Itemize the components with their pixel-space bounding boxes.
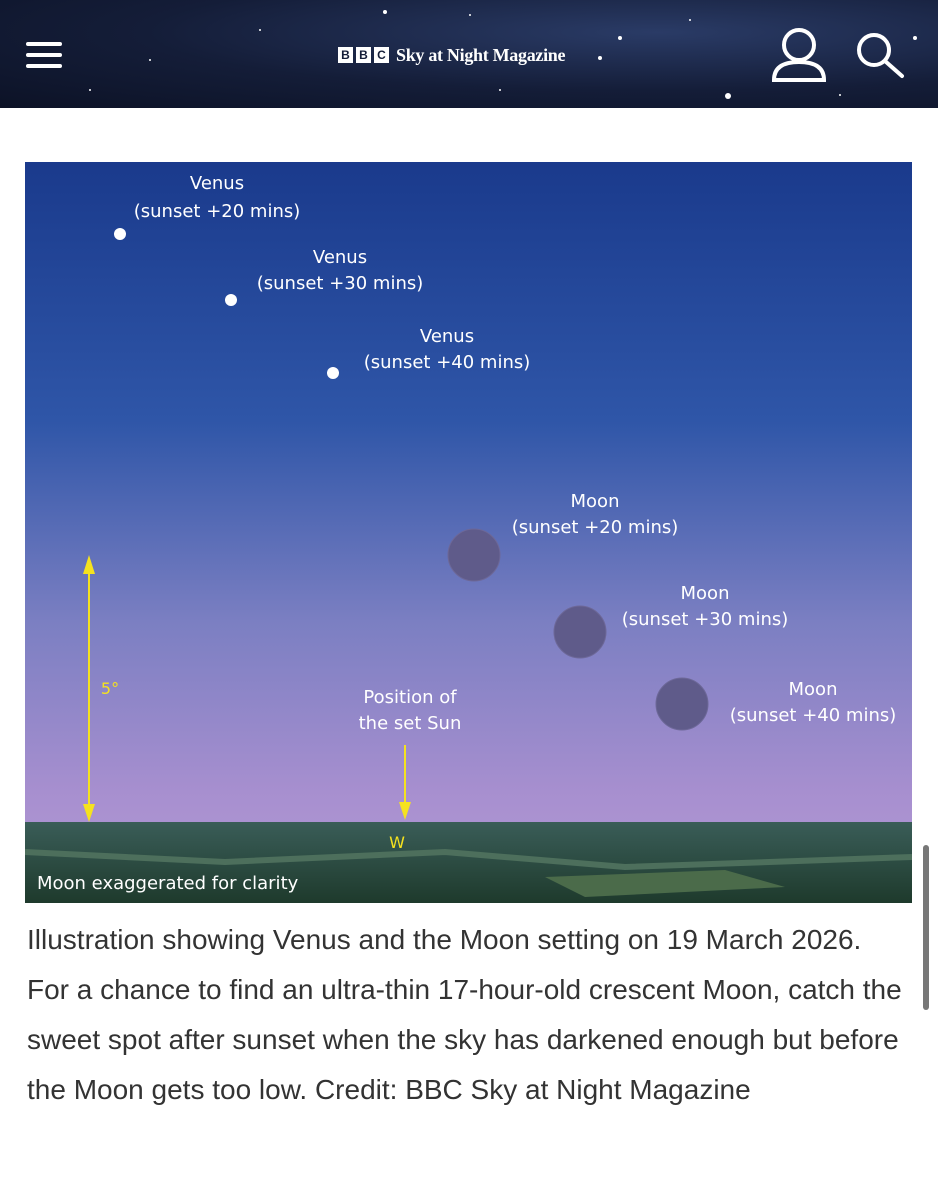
compass-label: W [389, 833, 405, 852]
venus-dot [327, 367, 339, 379]
site-logo[interactable]: B B C Sky at Night Magazine [338, 42, 566, 68]
scrollbar[interactable] [923, 845, 929, 1010]
moon-label: (sunset +40 mins) [730, 705, 897, 726]
moon-disc [655, 677, 709, 731]
site-header: B B C Sky at Night Magazine [0, 0, 938, 108]
logo-text: Sky at Night Magazine [396, 44, 566, 65]
moon-disc [447, 528, 501, 582]
header-graphics [26, 10, 917, 99]
search-icon[interactable] [857, 33, 904, 78]
venus-dot [114, 228, 126, 240]
account-icon[interactable] [771, 28, 827, 82]
image-caption: Illustration showing Venus and the Moon … [27, 924, 902, 1105]
venus-label: Venus [313, 247, 367, 268]
moon-label: (sunset +20 mins) [512, 517, 679, 538]
venus-markers [114, 228, 339, 379]
moon-label: (sunset +30 mins) [622, 609, 789, 630]
illustration: Venus (sunset +20 mins) Venus (sunset +3… [25, 162, 912, 903]
logo-block: B [338, 47, 353, 63]
logo-block: B [356, 47, 371, 63]
field [545, 870, 785, 897]
moon-label: Moon [681, 583, 730, 604]
illustration-note: Moon exaggerated for clarity [37, 873, 299, 894]
venus-label: Venus [420, 326, 474, 347]
moon-markers [447, 528, 709, 731]
sun-arrow [399, 745, 411, 820]
stars [89, 10, 917, 99]
logo-block: C [374, 47, 389, 63]
venus-label: (sunset +20 mins) [134, 201, 301, 222]
venus-dot [225, 294, 237, 306]
scale-label: 5° [101, 679, 119, 698]
moon-label: Moon [571, 491, 620, 512]
menu-icon[interactable] [26, 42, 62, 68]
fields [25, 848, 912, 871]
sun-label: the set Sun [359, 713, 462, 734]
sun-label: Position of [363, 687, 457, 708]
venus-label: (sunset +30 mins) [257, 273, 424, 294]
moon-disc [553, 605, 607, 659]
venus-label: Venus [190, 173, 244, 194]
scale-arrow [83, 555, 95, 822]
venus-label: (sunset +40 mins) [364, 352, 531, 373]
moon-label: Moon [789, 679, 838, 700]
